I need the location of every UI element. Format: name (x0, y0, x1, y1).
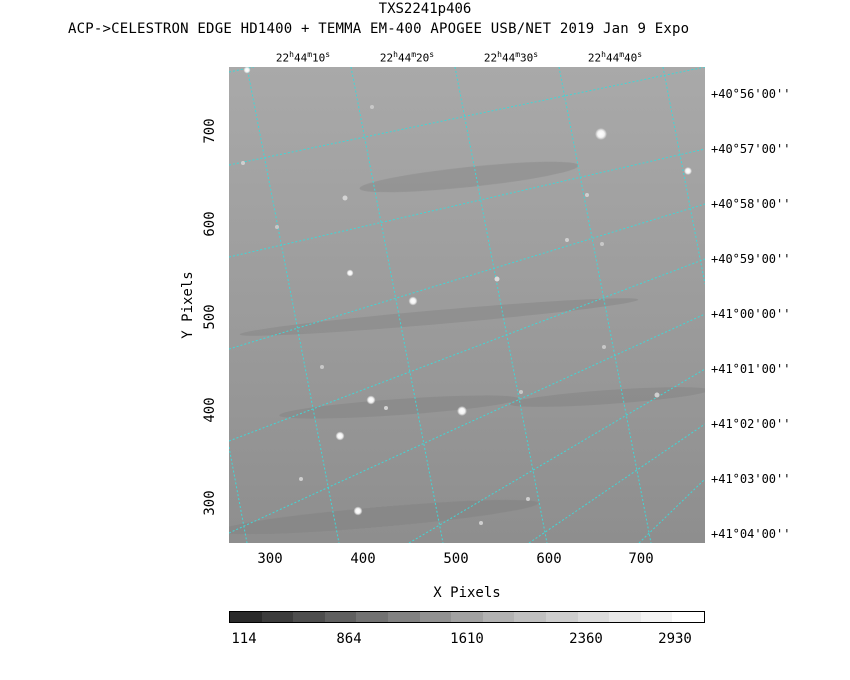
star (494, 276, 500, 282)
star (526, 497, 530, 501)
x-tick-label: 300 (257, 551, 283, 567)
y-tick-label: 700 (202, 118, 218, 144)
dec-grid-line (229, 67, 255, 73)
dec-grid-line (408, 368, 705, 543)
dec-label-5: +41°00'00'' (711, 307, 791, 321)
dark-bands (229, 161, 705, 535)
stars (241, 67, 692, 525)
star (275, 225, 279, 229)
x-axis-title: X Pixels (433, 585, 501, 601)
colorbar-label: 2930 (658, 631, 692, 647)
dec-grid-line (229, 148, 705, 258)
colorbar (229, 611, 705, 623)
colorbar-label: 1610 (450, 631, 484, 647)
ra-label-4: 22h44m40s (587, 50, 643, 65)
coordinate-grid (229, 67, 705, 543)
star (565, 238, 569, 242)
colorbar-label: 114 (231, 631, 257, 647)
star (353, 506, 363, 516)
star (600, 242, 604, 246)
star (346, 269, 354, 277)
x-tick-label: 700 (628, 551, 654, 567)
star (654, 392, 660, 398)
star (342, 195, 348, 201)
dec-label-9: +41°04'00'' (711, 527, 791, 541)
star (320, 365, 324, 369)
star (384, 406, 388, 410)
star (366, 395, 376, 405)
y-tick-label: 300 (202, 490, 218, 516)
image-title: TXS2241p406 (378, 1, 472, 17)
y-tick-label: 500 (202, 304, 218, 330)
dec-label-8: +41°03'00'' (711, 472, 791, 486)
ra-label-2: 22h44m20s (379, 50, 435, 65)
star (519, 390, 523, 394)
star (335, 431, 345, 441)
dec-label-2: +40°57'00'' (711, 142, 791, 156)
dec-grid-line (229, 67, 705, 166)
x-tick-label: 400 (350, 551, 376, 567)
x-tick-label: 500 (443, 551, 469, 567)
ra-grid-line (662, 67, 705, 285)
ra-grid-line (229, 446, 248, 543)
colorbar-label: 2360 (569, 631, 603, 647)
instrument-subtitle: ACP->CELESTRON EDGE HD1400 + TEMMA EM-40… (68, 21, 690, 37)
x-tick-label: 600 (536, 551, 562, 567)
dec-grid-line (229, 258, 705, 442)
ra-grid-line (454, 67, 548, 543)
star (684, 167, 692, 175)
sky-image[interactable] (229, 67, 705, 543)
ra-label-3: 22h44m30s (483, 50, 539, 65)
star (243, 67, 251, 74)
colorbar-label: 864 (336, 631, 362, 647)
ra-grid-line (246, 67, 340, 543)
ra-label-1: 22h44m10s (275, 50, 331, 65)
dec-label-3: +40°58'00'' (711, 197, 791, 211)
dec-grid-line (638, 478, 705, 543)
star (370, 105, 374, 109)
dec-grid-line (528, 423, 705, 543)
star (602, 345, 606, 349)
star (585, 193, 589, 197)
star (479, 521, 483, 525)
ra-grid-line (558, 67, 652, 543)
star (457, 406, 467, 416)
y-axis-title: Y Pixels (180, 271, 196, 339)
dec-grid-line (229, 313, 705, 534)
y-tick-label: 600 (202, 211, 218, 237)
star (241, 161, 245, 165)
sky-background (229, 67, 705, 543)
ra-grid-line (350, 67, 444, 543)
star (408, 296, 418, 306)
dec-label-7: +41°02'00'' (711, 417, 791, 431)
dec-label-1: +40°56'00'' (711, 87, 791, 101)
dec-label-6: +41°01'00'' (711, 362, 791, 376)
star (299, 477, 303, 481)
y-tick-label: 400 (202, 397, 218, 423)
star (595, 128, 607, 140)
dec-grid-line (229, 203, 705, 350)
dec-label-4: +40°59'00'' (711, 252, 791, 266)
